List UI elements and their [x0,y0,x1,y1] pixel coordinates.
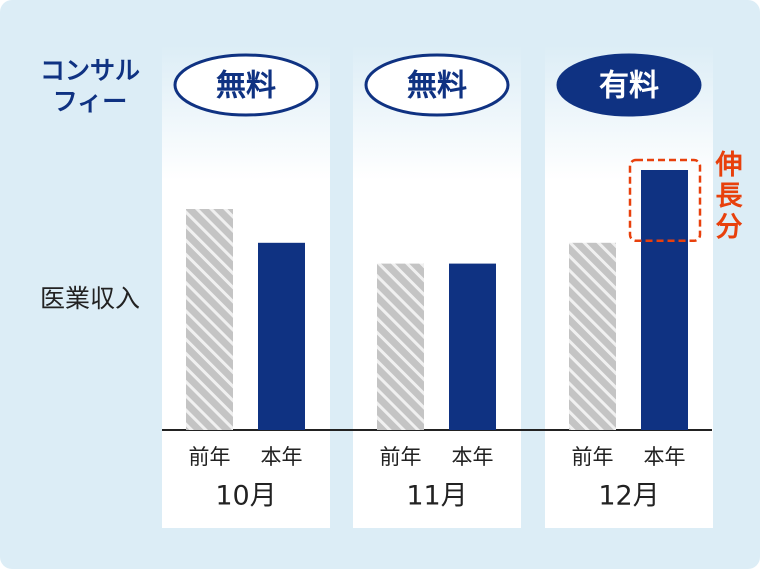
fee-label: 無料 [407,69,467,104]
category-label: 12月 [598,481,659,512]
growth-box [628,158,702,243]
row-label: 医業収入 [40,284,140,313]
annotation: 伸長分 [711,150,744,243]
x-tick-label: 本年 [644,445,686,469]
fee-label: 有料 [599,69,659,104]
x-tick-label: 本年 [452,445,494,469]
row-label: コンサル [40,56,140,85]
fee-pill [556,53,702,117]
fee-pill [173,53,319,117]
bar [377,263,424,430]
row-label: フィー [53,87,128,116]
x-tick-label: 前年 [380,445,422,469]
bar [449,263,496,430]
bar [569,242,616,430]
x-tick-label: 前年 [189,445,231,469]
bar [186,209,233,430]
bar [258,242,305,430]
x-tick-label: 本年 [261,445,303,469]
x-tick-label: 前年 [572,445,614,469]
fee-label: 無料 [216,69,276,104]
category-label: 11月 [406,481,467,512]
bar [641,170,688,430]
category-label: 10月 [215,481,276,512]
fee-pill [364,53,510,117]
